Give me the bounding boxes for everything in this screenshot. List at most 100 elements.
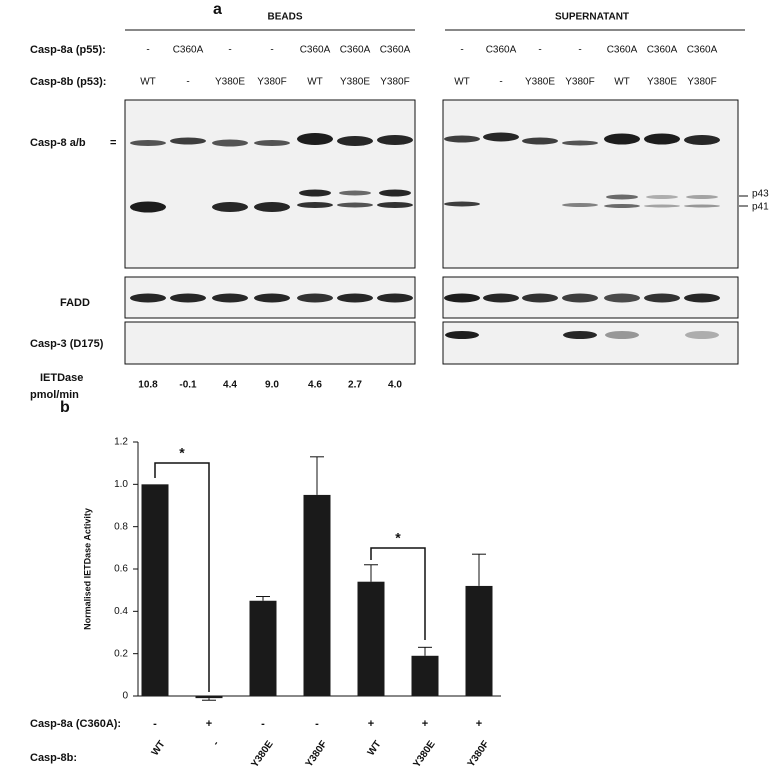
ietdase-value: 9.0	[265, 380, 279, 391]
band	[299, 189, 331, 197]
lane-label: C360A	[687, 45, 718, 56]
band	[604, 204, 640, 208]
lane-label: Y380E	[215, 77, 245, 88]
blot-label: Casp-3 (D175)	[30, 338, 104, 350]
band	[297, 202, 333, 208]
lane-label: Y380E	[340, 77, 370, 88]
x-row-label: Casp-8b:	[30, 752, 77, 764]
lane-label: -	[578, 45, 581, 56]
lane-label: WT	[454, 77, 470, 88]
band	[379, 189, 411, 197]
ietdase-value: 2.7	[348, 380, 362, 391]
lane-label: WT	[614, 77, 630, 88]
lane-label: WT	[140, 77, 156, 88]
band	[170, 293, 206, 303]
blot-label: FADD	[60, 297, 90, 309]
band	[377, 293, 413, 303]
band	[606, 194, 638, 200]
lane-label: -	[186, 77, 189, 88]
blot-frame	[124, 99, 416, 269]
lane-label: -	[146, 45, 149, 56]
band	[339, 190, 371, 196]
band	[563, 331, 597, 339]
band	[212, 139, 248, 147]
x-tick-label: WT	[150, 739, 168, 758]
ietdase-value: 4.0	[388, 380, 402, 391]
band	[254, 202, 290, 212]
band	[297, 293, 333, 303]
row-label: Casp-8a (p55):	[30, 44, 106, 56]
lane-label: C360A	[647, 45, 678, 56]
band	[377, 135, 413, 145]
band	[522, 293, 558, 303]
group-label: BEADS	[267, 12, 302, 23]
bar	[465, 585, 493, 696]
band	[337, 136, 373, 146]
bar	[141, 484, 169, 696]
x-tick-label: -	[211, 739, 222, 748]
band	[337, 293, 373, 303]
y-axis-label: Normalised IETDase Activity	[82, 508, 92, 630]
band	[377, 202, 413, 208]
significance-label: *	[395, 530, 401, 546]
significance-bracket	[154, 462, 210, 692]
ietdase-label: IETDase	[40, 372, 83, 384]
x-tick-label: +	[476, 718, 482, 730]
band	[130, 293, 166, 303]
group-label: SUPERNATANT	[555, 12, 629, 23]
lane-label: C360A	[486, 45, 517, 56]
x-tick-label: -	[315, 718, 319, 730]
x-tick-label: Y380E	[249, 739, 275, 770]
band	[444, 293, 480, 303]
ietdase-value: -0.1	[179, 380, 197, 391]
ietdase-value: 4.6	[308, 380, 322, 391]
band	[684, 135, 720, 145]
bar	[411, 655, 439, 696]
band	[445, 331, 479, 339]
ietdase-value: 10.8	[138, 380, 158, 391]
band	[297, 133, 333, 145]
band	[483, 132, 519, 142]
blot-images	[124, 99, 739, 365]
x-tick-label: Y380E	[411, 739, 437, 770]
band	[604, 293, 640, 303]
lane-label: WT	[307, 77, 323, 88]
x-tick-label: WT	[366, 739, 384, 758]
y-tick-label: 0.2	[114, 648, 128, 659]
band-label: p43	[752, 189, 769, 200]
bar	[195, 696, 223, 699]
band	[685, 331, 719, 339]
band	[130, 201, 166, 213]
band	[562, 203, 598, 207]
band	[644, 133, 680, 145]
lane-label: -	[460, 45, 463, 56]
lane-label: Y380F	[565, 77, 594, 88]
band-marker: =	[110, 137, 116, 149]
band	[170, 137, 206, 145]
ietdase-label: pmol/min	[30, 389, 79, 401]
band	[644, 293, 680, 303]
lane-label: C360A	[173, 45, 204, 56]
lane-label: C360A	[607, 45, 638, 56]
lane-label: Y380E	[525, 77, 555, 88]
panel-label: a	[213, 1, 222, 18]
x-tick-label: -	[261, 718, 265, 730]
x-tick-label: Y380F	[466, 739, 492, 769]
band	[444, 135, 480, 143]
bar	[249, 600, 277, 696]
lane-label: Y380E	[647, 77, 677, 88]
x-tick-label: Y380F	[304, 739, 330, 769]
y-tick-label: 1.0	[114, 479, 128, 490]
significance-label: *	[179, 445, 185, 461]
lane-label: -	[270, 45, 273, 56]
ietdase-value: 4.4	[223, 380, 237, 391]
lane-label: -	[538, 45, 541, 56]
blot-label: Casp-8 a/b	[30, 137, 86, 149]
band	[254, 293, 290, 303]
band	[604, 133, 640, 145]
band	[444, 201, 480, 207]
band	[684, 293, 720, 303]
bar	[303, 494, 331, 696]
lane-label: C360A	[380, 45, 411, 56]
